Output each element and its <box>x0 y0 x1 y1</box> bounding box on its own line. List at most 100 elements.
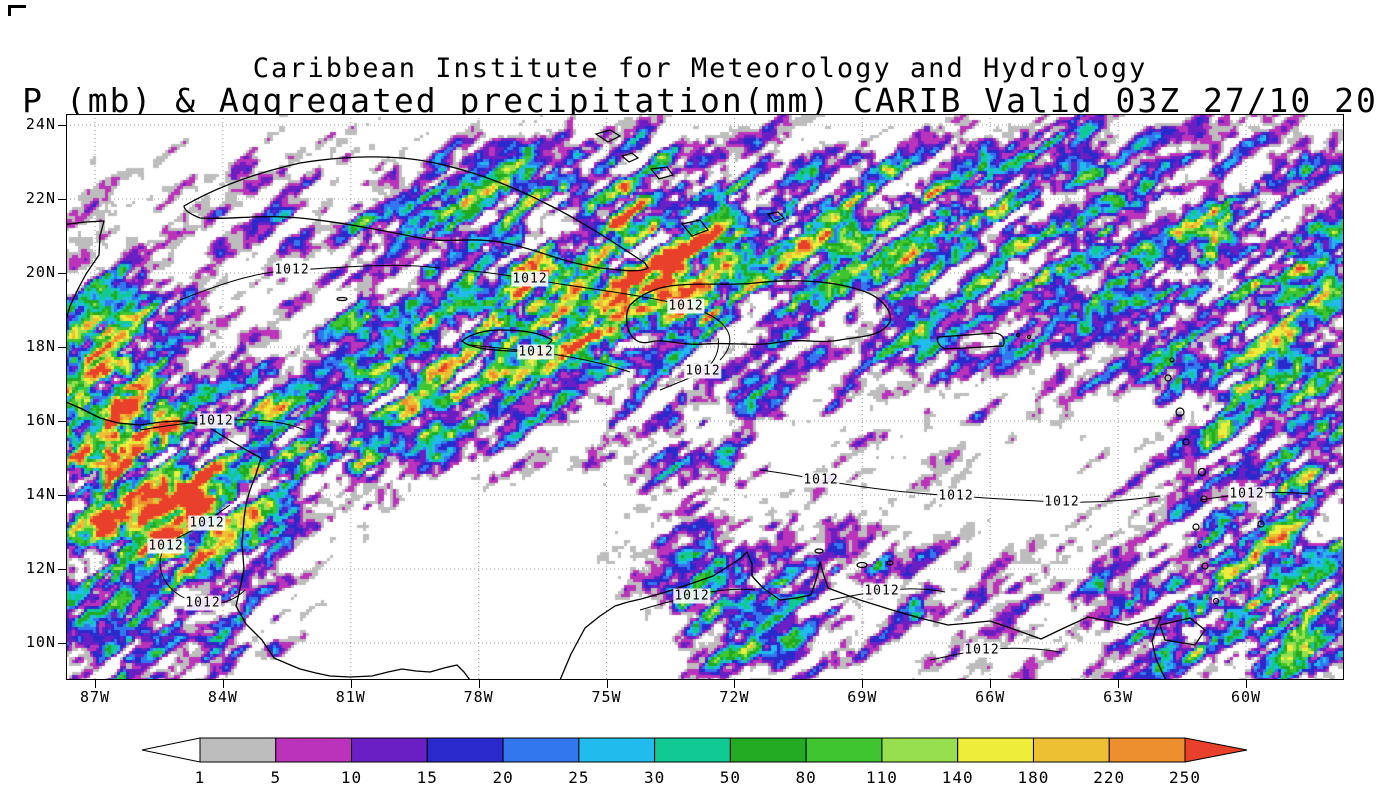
colorbar-segment <box>805 737 883 763</box>
lat-tick-label: 16N <box>25 411 56 429</box>
lat-tick <box>58 495 66 496</box>
colorbar-level-label: 1 <box>195 768 206 787</box>
lesser-antilles-islands <box>336 296 1265 605</box>
bahamas-islands <box>594 129 786 237</box>
pressure-contour-label: 1012 <box>802 472 840 488</box>
colorbar-over-arrow <box>1184 737 1248 763</box>
coastline-jamaica <box>461 329 553 352</box>
colorbar-segment <box>502 737 580 763</box>
pressure-contour-label: 1012 <box>1043 494 1081 510</box>
colorbar-level-label: 25 <box>568 768 589 787</box>
colorbar-under-arrow <box>141 737 201 763</box>
lon-tick-label: 69W <box>847 688 878 706</box>
lat-tick <box>58 569 66 570</box>
pressure-contour-label: 1012 <box>963 642 1001 658</box>
colorbar-segment <box>275 737 353 763</box>
lon-tick <box>95 680 96 688</box>
colorbar-level-label: 180 <box>1018 768 1050 787</box>
colorbar-segment <box>426 737 504 763</box>
pressure-contour-label: 1012 <box>517 344 555 360</box>
colorbar-segment <box>1032 737 1110 763</box>
coastline-contour-layer <box>66 114 1344 680</box>
lat-tick <box>58 125 66 126</box>
lat-tick-label: 10N <box>25 633 56 651</box>
colorbar-level-label: 220 <box>1093 768 1125 787</box>
colorbar-segment <box>578 737 656 763</box>
colorbar-level-label: 80 <box>796 768 817 787</box>
lon-tick <box>1118 680 1120 688</box>
colorbar-level-label: 110 <box>866 768 898 787</box>
screen-artifact <box>8 5 11 16</box>
pressure-contour-label: 1012 <box>147 538 185 554</box>
pressure-contour-label: 1012 <box>188 515 226 531</box>
colorbar-segment <box>654 737 731 763</box>
lon-tick-label: 84W <box>207 688 238 706</box>
lat-tick <box>58 421 66 422</box>
lon-tick <box>734 680 736 688</box>
colorbar-level-label: 20 <box>492 768 513 787</box>
colorbar: 1 5 10 15 20 25 30 50 80 110 140 180 220 250 <box>141 737 1248 787</box>
pressure-contour-label: 1012 <box>273 262 311 278</box>
pressure-contour-label: 1012 <box>937 488 975 504</box>
colorbar-level-label: 250 <box>1169 768 1201 787</box>
lon-tick <box>1246 680 1247 688</box>
institute-title: Caribbean Institute for Meteorology and … <box>252 53 1148 84</box>
colorbar-level-label: 50 <box>720 768 741 787</box>
product-title: P (mb) & Aggregated precipitation(mm) CA… <box>22 81 1378 120</box>
lon-tick <box>478 680 480 688</box>
colorbar-level-label: 30 <box>644 768 665 787</box>
colorbar-level-label: 140 <box>942 768 974 787</box>
colorbar-segment <box>729 737 807 763</box>
lat-tick-label: 20N <box>25 263 56 281</box>
lon-tick-label: 75W <box>591 688 622 706</box>
colorbar-level-label: 10 <box>341 768 362 787</box>
colorbar-segment <box>957 737 1034 763</box>
precipitation-layer <box>66 114 1344 680</box>
map-frame <box>66 114 1344 680</box>
lat-tick-label: 18N <box>25 337 56 355</box>
lon-tick <box>222 680 224 688</box>
lon-tick <box>862 680 864 688</box>
lat-tick <box>58 273 66 274</box>
coastline-central-america <box>66 401 471 680</box>
colorbar-level-label: 5 <box>270 768 281 787</box>
coastline-hispaniola <box>625 280 892 345</box>
lon-tick-label: 87W <box>79 688 111 706</box>
colorbar-segment <box>881 737 959 763</box>
colorbar-level-label: 15 <box>417 768 438 787</box>
lon-tick-label: 60W <box>1230 688 1262 706</box>
lat-tick <box>58 199 66 200</box>
lon-tick-label: 63W <box>1103 688 1134 706</box>
colorbar-segment <box>351 737 428 763</box>
colorbar-segment <box>1108 737 1186 763</box>
coastline-south-america <box>559 551 1167 680</box>
pressure-contour-label: 1012 <box>184 595 222 611</box>
coastlines <box>66 129 1265 680</box>
lat-tick-label: 14N <box>25 485 56 503</box>
lon-tick <box>606 680 608 688</box>
pressure-contour-label: 1012 <box>667 298 705 314</box>
coastline-trinidad <box>1159 617 1206 646</box>
screen-artifact <box>8 5 26 8</box>
lon-tick <box>350 680 352 688</box>
lon-tick-label: 66W <box>975 688 1006 706</box>
map-area: 1012 1012 1012 1012 1012 1012 1012 1012 1012 1012… <box>66 114 1344 680</box>
contour-labels: 1012 1012 1012 1012 1012 1012 1012 1012 1012 1012… <box>66 114 1344 680</box>
lon-tick <box>990 680 992 688</box>
pressure-contour-label: 1012 <box>511 271 549 287</box>
lat-tick <box>58 347 66 348</box>
lat-tick <box>58 643 66 644</box>
coastline-yucatan <box>66 220 105 321</box>
lon-tick-label: 78W <box>463 688 494 706</box>
pressure-contour-label: 1012 <box>684 363 722 379</box>
lat-tick-label: 12N <box>25 559 56 577</box>
colorbar-segment <box>199 737 277 763</box>
lon-tick-label: 81W <box>335 688 366 706</box>
coastline-cuba <box>183 156 649 272</box>
pressure-contour-label: 1012 <box>863 583 901 599</box>
coastline-puerto-rico <box>936 332 1005 350</box>
pressure-contour-label: 1012 <box>197 413 235 429</box>
lat-tick-label: 22N <box>25 189 56 207</box>
lon-tick-label: 72W <box>719 688 750 706</box>
pressure-contour-label: 1012 <box>1228 486 1266 502</box>
